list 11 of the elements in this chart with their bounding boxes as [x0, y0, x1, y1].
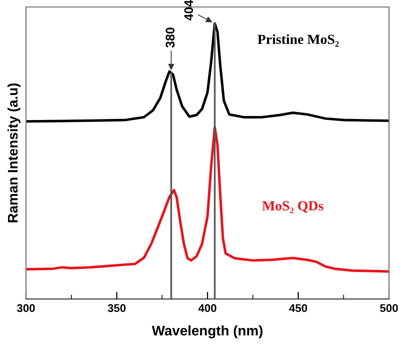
x-axis-title: Wavelength (nm) — [152, 325, 262, 338]
x-tick-label: 400 — [198, 304, 216, 312]
text: Pristine MoS₂ — [258, 34, 339, 47]
y-axis-title: Raman Intensity (a.u) — [7, 83, 20, 222]
x-tick-label: 450 — [289, 304, 308, 312]
text: MoS₂ QDs — [262, 201, 324, 214]
x-tick-label: 300 — [16, 304, 35, 312]
x-tick-label: 500 — [380, 304, 398, 312]
ref-line-label: 380 — [166, 28, 175, 48]
ref-line-label: 404 — [184, 0, 194, 21]
x-tick-label: 350 — [108, 304, 126, 312]
